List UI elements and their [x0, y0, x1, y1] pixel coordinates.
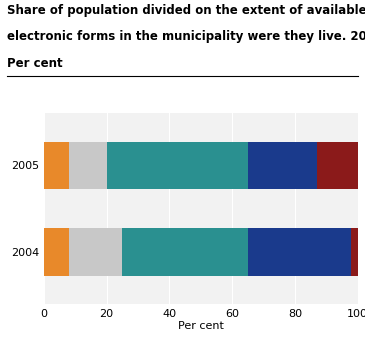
Bar	[69, 228, 122, 276]
Bar	[351, 228, 358, 276]
Text: Share of population divided on the extent of available: Share of population divided on the exten…	[7, 4, 365, 17]
Bar	[44, 142, 69, 189]
Bar	[122, 228, 248, 276]
Bar	[69, 142, 107, 189]
Bar	[44, 228, 69, 276]
X-axis label: Per cent: Per cent	[178, 321, 224, 331]
Bar	[248, 228, 351, 276]
Bar	[248, 142, 317, 189]
Bar	[107, 142, 248, 189]
Bar	[317, 142, 358, 189]
Text: Per cent: Per cent	[7, 57, 63, 70]
Text: electronic forms in the municipality were they live. 2005.: electronic forms in the municipality wer…	[7, 30, 365, 43]
